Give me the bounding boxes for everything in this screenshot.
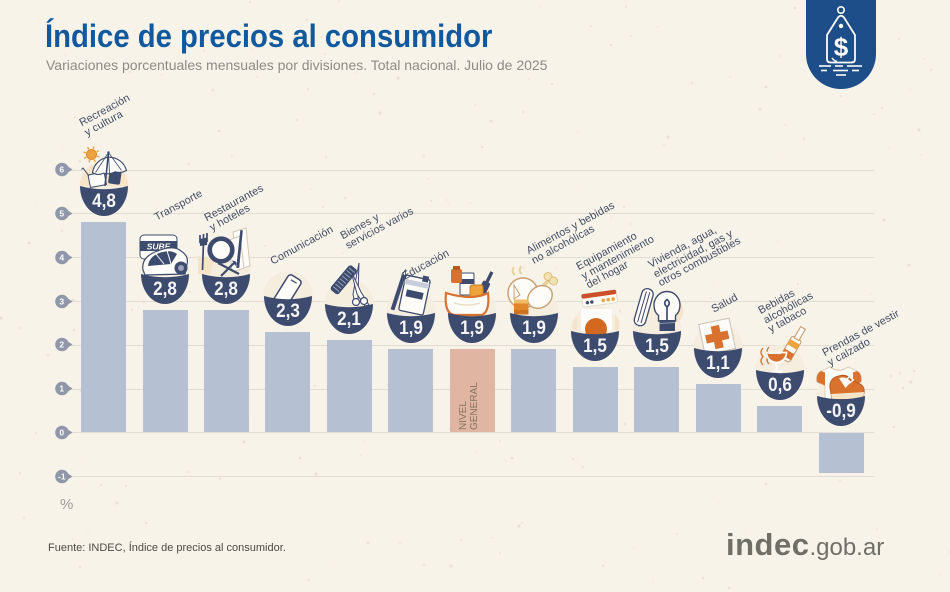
svg-text:6: 6 bbox=[59, 164, 64, 174]
svg-text:1,5: 1,5 bbox=[645, 335, 669, 356]
svg-text:-0,9: -0,9 bbox=[826, 401, 855, 422]
svg-text:0: 0 bbox=[59, 427, 64, 437]
svg-text:2,3: 2,3 bbox=[276, 300, 300, 321]
svg-text:4: 4 bbox=[59, 252, 64, 262]
svg-text:0,6: 0,6 bbox=[768, 374, 792, 395]
svg-text:-1: -1 bbox=[58, 471, 66, 481]
svg-text:3: 3 bbox=[59, 296, 64, 306]
svg-text:$: $ bbox=[834, 32, 849, 62]
svg-text:1,9: 1,9 bbox=[399, 317, 423, 338]
svg-text:5: 5 bbox=[59, 208, 64, 218]
svg-text:1,9: 1,9 bbox=[460, 317, 484, 338]
svg-text:4,8: 4,8 bbox=[92, 190, 116, 211]
svg-text:1,1: 1,1 bbox=[706, 352, 730, 373]
svg-text:SUBE: SUBE bbox=[147, 241, 171, 251]
svg-text:2,8: 2,8 bbox=[215, 278, 239, 299]
svg-text:2,1: 2,1 bbox=[337, 309, 361, 330]
svg-text:2,8: 2,8 bbox=[153, 278, 177, 299]
svg-text:1,5: 1,5 bbox=[583, 335, 607, 356]
svg-text:1: 1 bbox=[59, 383, 64, 393]
svg-text:1,9: 1,9 bbox=[522, 317, 546, 338]
svg-text:2: 2 bbox=[59, 340, 64, 350]
